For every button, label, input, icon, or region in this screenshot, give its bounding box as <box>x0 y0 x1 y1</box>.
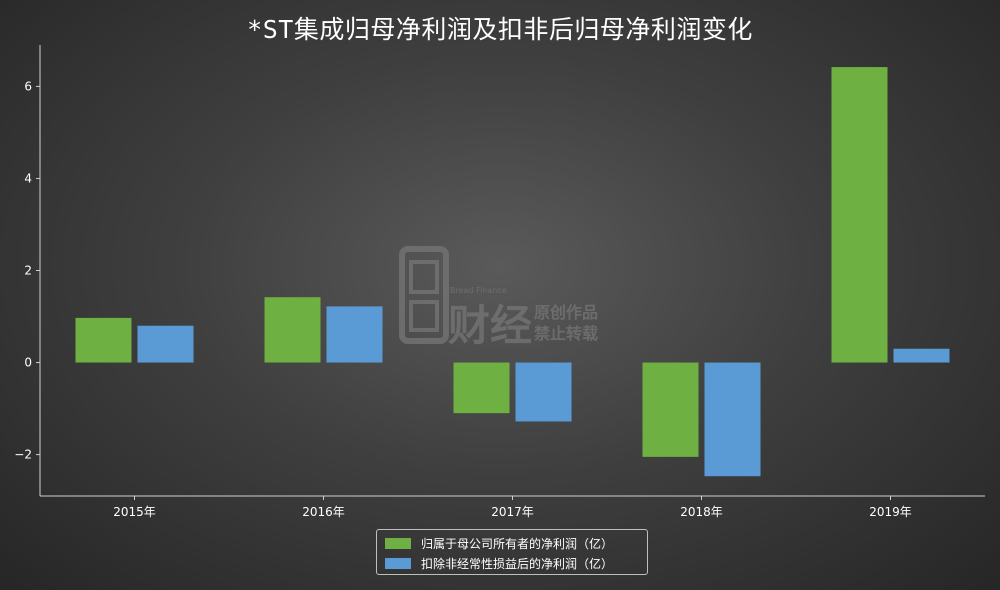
watermark: Bread Finance 财经 原创作品 禁止转载 <box>399 246 598 350</box>
watermark-logo-icon <box>399 246 449 344</box>
x-tick-label: 2015年 <box>113 505 156 519</box>
bar-series-1-2016年 <box>264 297 321 363</box>
legend-swatch-series-2 <box>385 557 411 569</box>
x-tick-label: 2017年 <box>491 505 534 519</box>
bar-series-1-2017年 <box>453 362 510 414</box>
chart-title: *ST集成归母净利润及扣非后归母净利润变化 <box>247 15 753 44</box>
y-tick-label: 2 <box>24 264 32 278</box>
bar-series-2-2017年 <box>515 362 572 422</box>
axes-group: 2015年 2016年 2017年 2018年 2019年 −2 0 2 4 6 <box>14 45 985 519</box>
watermark-line2: 禁止转载 <box>534 324 598 343</box>
watermark-brand: 财经 <box>448 301 532 350</box>
y-tick-label: 6 <box>24 79 32 93</box>
legend-label-series-1: 归属于母公司所有者的净利润（亿） <box>421 536 614 551</box>
legend-item-series-2: 扣除非经常性损益后的净利润（亿） <box>385 553 639 573</box>
bar-series-2-2016年 <box>326 306 383 363</box>
bar-series-1-2015年 <box>75 317 132 363</box>
bar-series-2-2019年 <box>893 348 950 363</box>
watermark-brand-small: Bread Finance <box>450 286 507 295</box>
x-tick-label: 2016年 <box>302 505 345 519</box>
x-tick-label: 2018年 <box>680 505 723 519</box>
bar-series-1-2019年 <box>831 67 888 363</box>
bars-group <box>75 67 950 477</box>
bar-series-2-2018年 <box>704 362 761 477</box>
y-tick-label: −2 <box>14 448 32 462</box>
y-tick-label: 4 <box>24 171 32 185</box>
bar-series-1-2018年 <box>642 362 699 457</box>
x-tick-label: 2019年 <box>869 505 912 519</box>
legend-swatch-series-1 <box>385 537 411 549</box>
legend-item-series-1: 归属于母公司所有者的净利润（亿） <box>385 533 639 553</box>
legend-label-series-2: 扣除非经常性损益后的净利润（亿） <box>421 556 614 571</box>
y-tick-label: 0 <box>24 356 32 370</box>
legend: 归属于母公司所有者的净利润（亿） 扣除非经常性损益后的净利润（亿） <box>376 529 648 575</box>
bar-series-2-2015年 <box>137 325 194 363</box>
watermark-line1: 原创作品 <box>534 303 598 322</box>
